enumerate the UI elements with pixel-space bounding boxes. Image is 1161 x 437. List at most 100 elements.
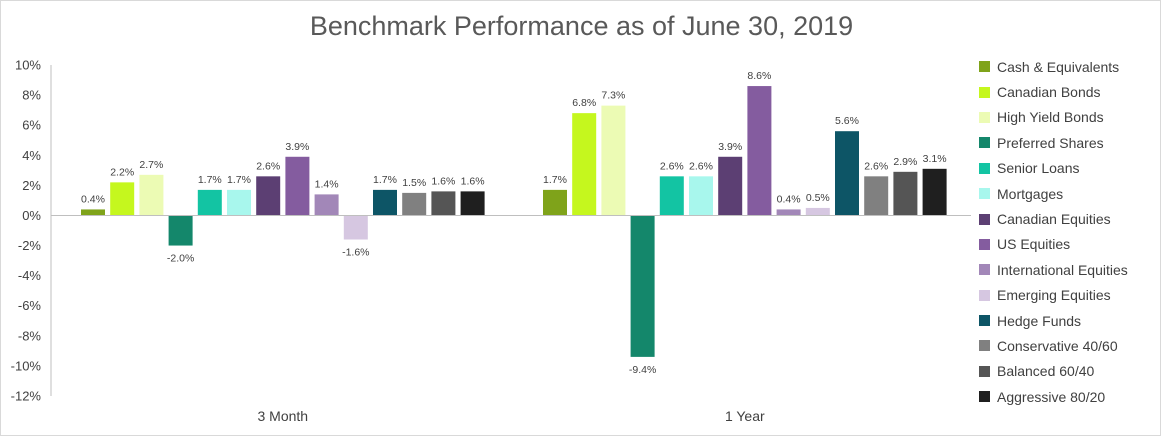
- data-label: 1.7%: [198, 174, 222, 186]
- legend-label: Conservative 40/60: [997, 337, 1118, 354]
- legend-item: Mortgages: [979, 181, 1159, 206]
- data-label: 2.6%: [256, 160, 280, 172]
- data-label: 2.6%: [689, 160, 713, 172]
- bar: [402, 192, 427, 216]
- legend-swatch: [979, 264, 990, 276]
- bar: [139, 174, 164, 216]
- data-label: 3.1%: [923, 153, 947, 165]
- data-label: -9.4%: [629, 364, 656, 376]
- y-tick-label: -4%: [18, 268, 42, 283]
- data-label: -1.6%: [342, 247, 369, 259]
- y-tick-label: 10%: [15, 58, 41, 73]
- legend-item: Hedge Funds: [979, 308, 1159, 333]
- legend-label: High Yield Bonds: [997, 109, 1104, 126]
- bar: [659, 176, 684, 216]
- legend-label: Cash & Equivalents: [997, 58, 1120, 75]
- legend-swatch: [979, 111, 990, 123]
- legend-item: Conservative 40/60: [979, 333, 1159, 358]
- bar: [864, 176, 889, 216]
- legend-item: US Equities: [979, 232, 1159, 257]
- legend-label: Mortgages: [997, 185, 1064, 202]
- legend-swatch: [979, 61, 990, 73]
- bar: [805, 207, 830, 216]
- bar: [197, 189, 222, 216]
- bar: [835, 131, 859, 216]
- legend-swatch: [979, 365, 990, 377]
- category-label: 3 Month: [258, 408, 309, 424]
- legend: Cash & Equivalents Canadian Bonds High Yie…: [979, 54, 1159, 409]
- y-tick-label: -12%: [11, 389, 42, 404]
- data-label: 6.8%: [572, 97, 596, 109]
- legend-item: Cash & Equivalents: [979, 54, 1159, 79]
- bar: [601, 105, 626, 216]
- legend-label: Hedge Funds: [997, 312, 1082, 329]
- legend-item: Balanced 60/40: [979, 359, 1159, 384]
- legend-item: Senior Loans: [979, 156, 1159, 181]
- bar: [572, 113, 597, 216]
- legend-label: Aggressive 80/20: [997, 388, 1106, 405]
- legend-label: Senior Loans: [997, 160, 1080, 177]
- data-label: 8.6%: [747, 70, 771, 82]
- bar: [373, 189, 397, 216]
- data-label: 0.4%: [777, 193, 801, 205]
- data-label: -2.0%: [167, 253, 194, 265]
- data-label: 2.2%: [110, 166, 134, 178]
- data-label: 2.6%: [660, 160, 684, 172]
- legend-label: US Equities: [997, 236, 1071, 253]
- data-label: 0.5%: [806, 192, 830, 204]
- bar: [110, 182, 135, 216]
- bar: [314, 194, 339, 216]
- legend-swatch: [979, 238, 990, 250]
- legend-item: International Equities: [979, 257, 1159, 282]
- legend-swatch: [979, 391, 990, 403]
- legend-item: Canadian Equities: [979, 206, 1159, 231]
- data-label: 5.6%: [835, 115, 859, 127]
- legend-swatch: [979, 213, 990, 225]
- bar: [460, 191, 485, 216]
- y-tick-label: 8%: [22, 88, 41, 103]
- bar: [543, 189, 567, 216]
- data-label: 1.7%: [543, 174, 567, 186]
- bar: [747, 86, 772, 216]
- legend-label: Preferred Shares: [997, 134, 1104, 151]
- chart-title: Benchmark Performance as of June 30, 201…: [309, 11, 854, 41]
- legend-swatch: [979, 137, 990, 149]
- bar: [689, 176, 713, 216]
- y-tick-label: 4%: [22, 148, 41, 163]
- bar: [256, 176, 281, 216]
- bar: [431, 191, 456, 216]
- legend-swatch: [979, 162, 990, 174]
- data-label: 2.7%: [139, 159, 163, 171]
- legend-swatch: [979, 188, 990, 200]
- data-label: 3.9%: [718, 141, 742, 153]
- data-label: 3.9%: [285, 141, 309, 153]
- data-label: 1.6%: [431, 175, 455, 187]
- bar: [168, 215, 193, 246]
- category-label: 1 Year: [725, 408, 765, 424]
- bar: [343, 215, 368, 240]
- data-label: 1.4%: [315, 178, 339, 190]
- bar: [630, 215, 655, 357]
- data-label: 1.6%: [461, 175, 485, 187]
- data-label: 7.3%: [601, 90, 625, 102]
- legend-item: Canadian Bonds: [979, 79, 1159, 104]
- bar: [893, 171, 918, 216]
- legend-label: Emerging Equities: [997, 287, 1111, 304]
- bar: [227, 189, 251, 216]
- y-tick-label: -8%: [18, 328, 42, 343]
- data-label: 2.6%: [864, 160, 888, 172]
- bar: [718, 156, 743, 216]
- bar: [81, 209, 105, 216]
- y-tick-label: -6%: [18, 298, 42, 313]
- legend-item: Emerging Equities: [979, 283, 1159, 308]
- bar: [922, 168, 947, 216]
- y-tick-label: 2%: [22, 178, 41, 193]
- legend-label: Canadian Bonds: [997, 84, 1101, 101]
- y-tick-label: -10%: [11, 358, 42, 373]
- data-label: 1.7%: [373, 174, 397, 186]
- y-tick-label: -2%: [18, 238, 42, 253]
- data-label: 1.5%: [402, 177, 426, 189]
- legend-item: Preferred Shares: [979, 130, 1159, 155]
